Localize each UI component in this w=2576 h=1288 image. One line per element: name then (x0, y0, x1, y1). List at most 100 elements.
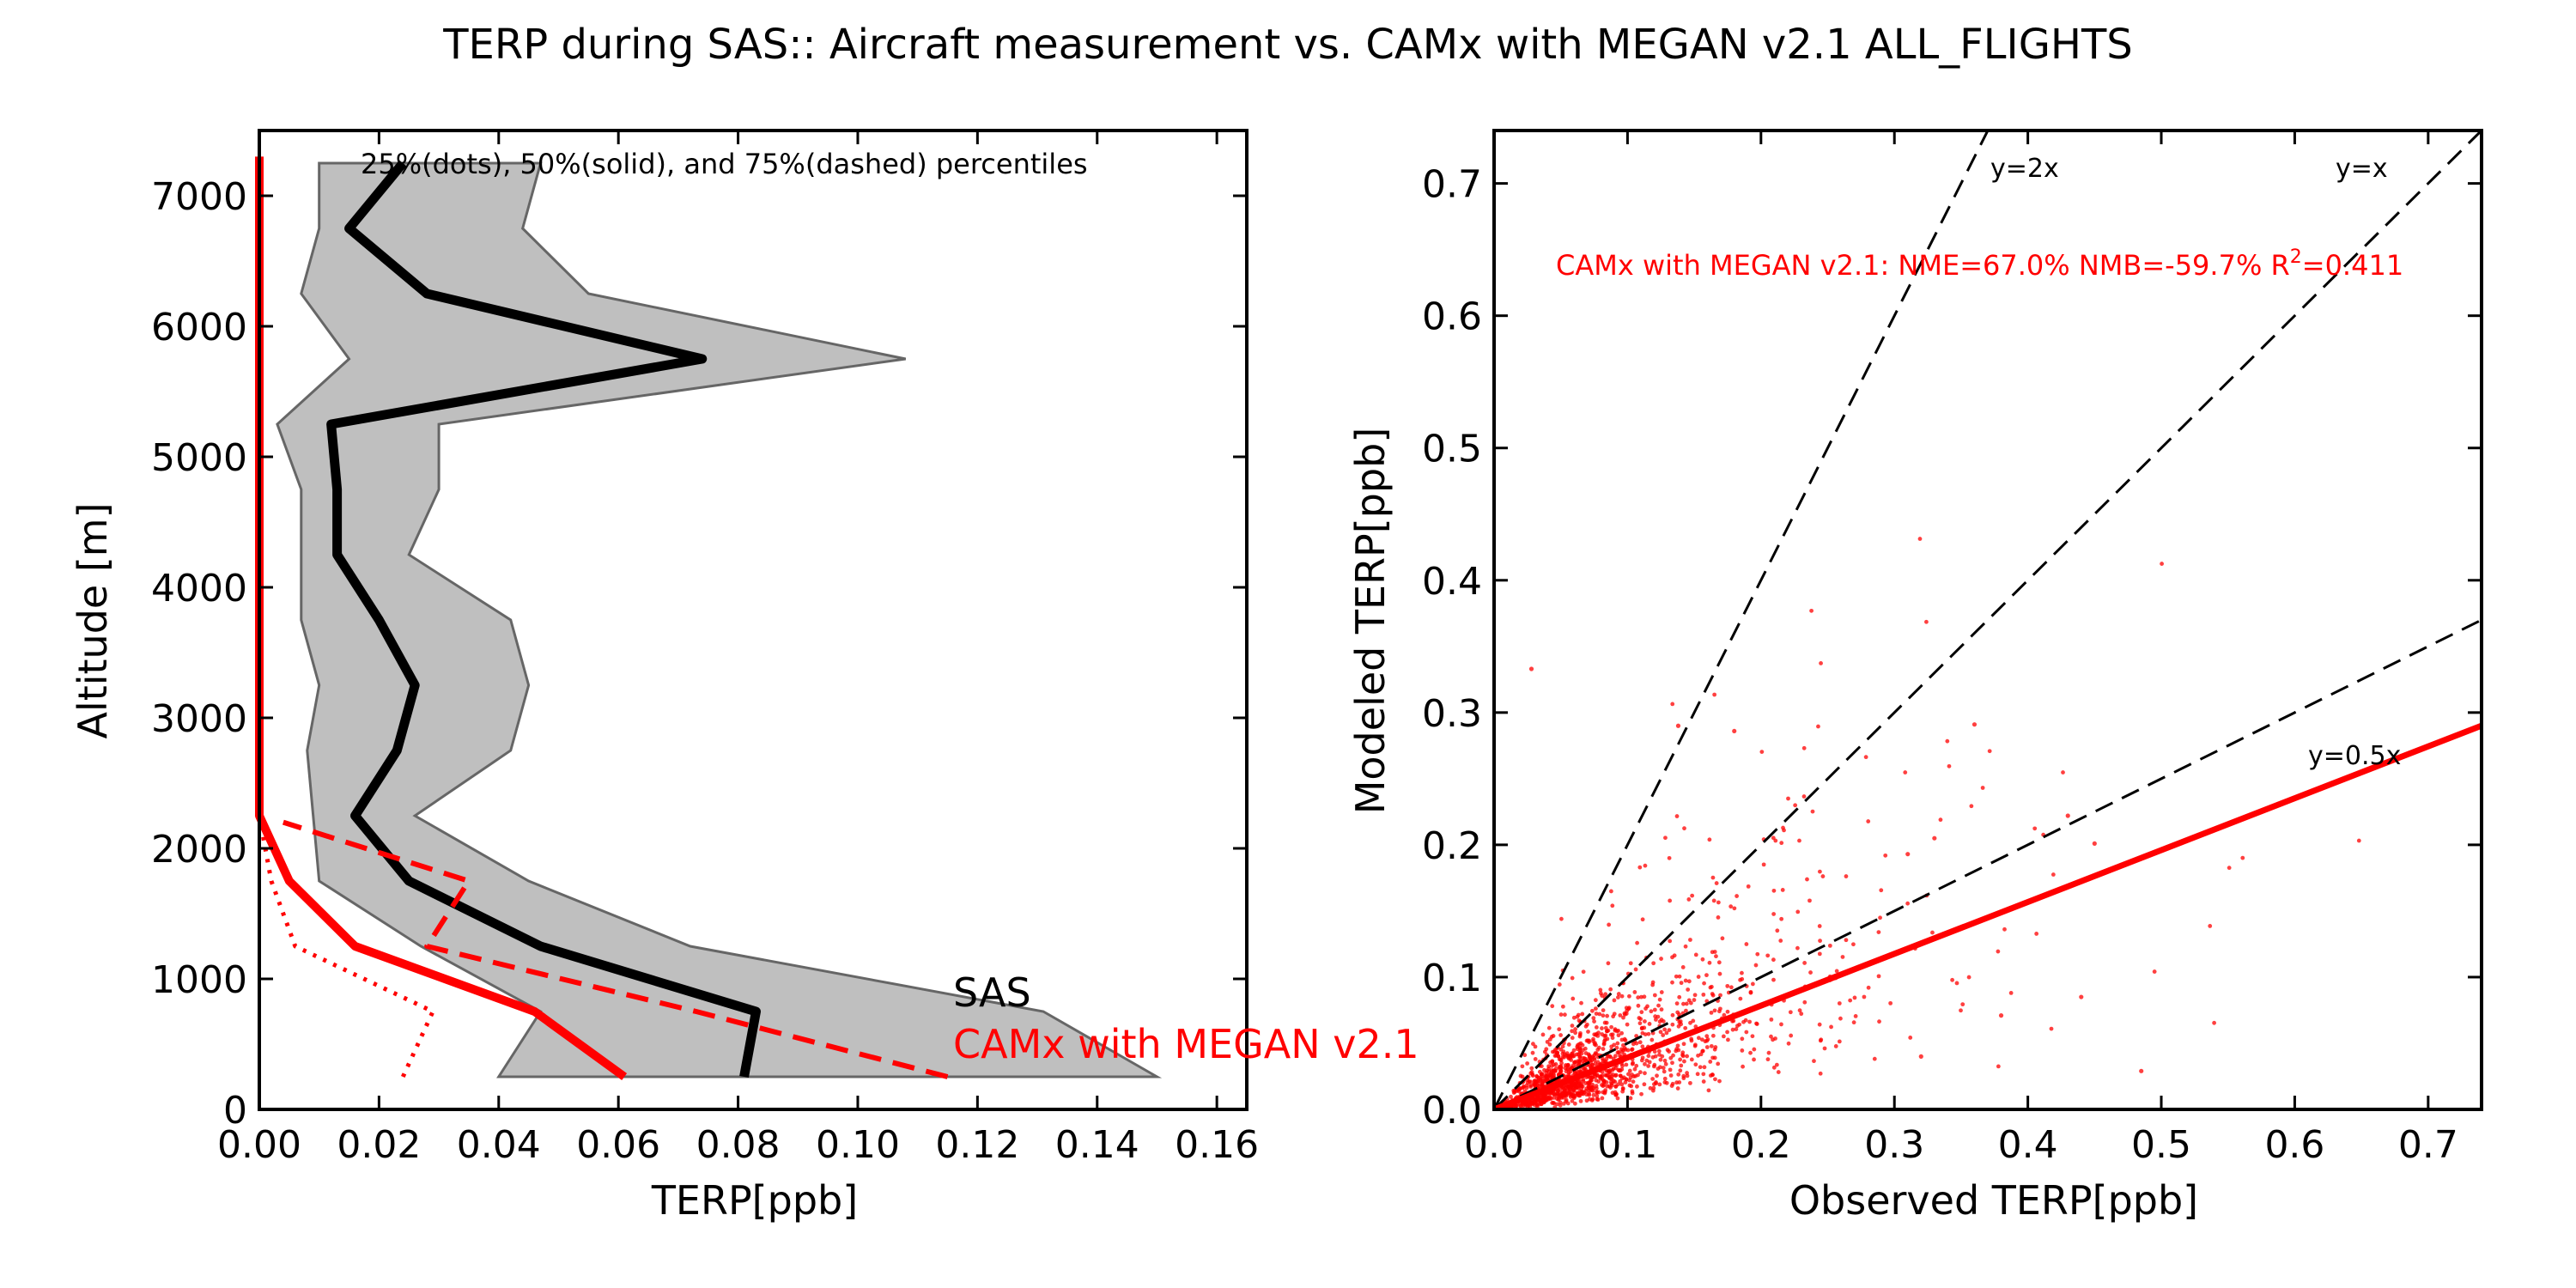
scatter-point (1683, 978, 1688, 983)
scatter-point (1546, 1075, 1550, 1079)
scatter-point (1685, 1071, 1689, 1075)
y-tick-label: 0.1 (1422, 957, 1482, 1000)
scatter-point (1653, 1054, 1658, 1059)
scatter-point (1566, 1042, 1571, 1047)
scatter-point (2065, 813, 2070, 818)
profile-x-tick-labels: 0.00 0.02 0.04 0.06 0.08 0.10 0.12 0.14 0.16 (217, 131, 1259, 1167)
scatter-point (1637, 865, 1643, 870)
scatter-point (1578, 1098, 1583, 1103)
scatter-point (1595, 1072, 1600, 1078)
scatter-point (1786, 796, 1790, 801)
scatter-point (1681, 1001, 1686, 1006)
scatter-point (1608, 1085, 1613, 1091)
scatter-point (1535, 1096, 1540, 1101)
scatter-point (1769, 1034, 1773, 1039)
scatter-point (1947, 763, 1952, 769)
scatter-point (1571, 996, 1576, 1001)
scatter-point (1594, 1078, 1599, 1083)
scatter-point (1619, 993, 1625, 999)
scatter-point (1557, 982, 1562, 987)
scatter-point (1596, 1045, 1601, 1050)
scatter-point (1779, 916, 1784, 921)
scatter-point (1636, 1003, 1641, 1008)
scatter-point (1778, 939, 1783, 943)
scatter-point (1577, 1054, 1583, 1059)
scatter-point (1564, 1066, 1570, 1072)
scatter-point (1528, 1084, 1534, 1089)
scatter-point (2079, 994, 2084, 999)
scatter-y-tick-labels: 0.0 0.1 0.2 0.3 0.4 0.5 0.6 0.7 (1422, 163, 2482, 1133)
scatter-point (1616, 1067, 1621, 1072)
scatter-point (1667, 1049, 1672, 1054)
scatter-point (1699, 1037, 1704, 1042)
scatter-point (1735, 894, 1740, 898)
scatter-point (1558, 1033, 1563, 1037)
scatter-point (1701, 1072, 1706, 1077)
model-fit-line (1494, 722, 2482, 1109)
scatter-point (1966, 975, 1971, 980)
scatter-point (1615, 995, 1620, 999)
profile-plot-area (255, 129, 1249, 1111)
scatter-point (1591, 1036, 1595, 1042)
scatter-point (1682, 826, 1686, 831)
scatter-point (1903, 770, 1908, 775)
scatter-point (1661, 1033, 1666, 1037)
scatter-point (1630, 1047, 1635, 1052)
scatter-point (1918, 1054, 1923, 1059)
scatter-point (1660, 1054, 1665, 1059)
scatter-point (1730, 1027, 1735, 1032)
scatter-x-tick-labels: 0.0 0.1 0.2 0.3 0.4 0.5 0.6 0.7 (1464, 131, 2458, 1167)
scatter-point (1615, 1096, 1620, 1101)
scatter-point (1559, 1060, 1564, 1066)
scatter-point (1643, 1006, 1648, 1011)
scatter-point (1613, 1084, 1619, 1089)
scatter-point (1744, 942, 1749, 946)
scatter-point (1563, 1012, 1567, 1018)
scatter-point (1550, 1101, 1555, 1105)
scatter-point (1576, 1079, 1581, 1084)
scatter-point (1570, 1051, 1575, 1056)
scatter-point (1779, 1022, 1783, 1027)
scatter-point (1613, 1054, 1618, 1059)
scatter-point (1610, 1032, 1615, 1037)
legend-entry-sas: SAS (953, 969, 1031, 1016)
scatter-point (1580, 1012, 1585, 1017)
scatter-point (1639, 1026, 1644, 1031)
scatter-point (1611, 1066, 1616, 1071)
scatter-point (1924, 619, 1929, 624)
scatter-point (1670, 1081, 1675, 1086)
scatter-point (1540, 1032, 1546, 1037)
scatter-point (1632, 990, 1637, 994)
scatter-point (1701, 992, 1706, 997)
scatter-point (1782, 828, 1786, 833)
scatter-point (1620, 1086, 1625, 1091)
scatter-point (1932, 835, 1937, 841)
scatter-point (1888, 1000, 1893, 1005)
scatter-point (1680, 1053, 1685, 1057)
scatter-point (1639, 1058, 1644, 1063)
scatter-point (1631, 1079, 1636, 1084)
scatter-point (1606, 1028, 1611, 1033)
scatter-point (1576, 1059, 1581, 1064)
scatter-point (1878, 915, 1882, 920)
scatter-point (1595, 1091, 1600, 1095)
scatter-point (1601, 1047, 1606, 1051)
scatter-point (1707, 960, 1712, 965)
scatter-point (1829, 1024, 1833, 1030)
x-tick-label: 0.00 (217, 1123, 301, 1167)
scatter-point (1853, 1014, 1858, 1018)
scatter-point (1771, 957, 1776, 963)
scatter-point (1551, 1068, 1556, 1072)
scatter-point (1766, 1050, 1771, 1055)
scatter-point (1675, 1043, 1680, 1048)
scatter-point (1647, 1022, 1652, 1026)
scatter-point (1689, 1057, 1694, 1062)
scatter-point (1840, 955, 1845, 959)
scatter-point (1852, 995, 1857, 1000)
scatter-point (1583, 1051, 1589, 1055)
scatter-point (1639, 1091, 1643, 1097)
scatter-point (1585, 1022, 1589, 1027)
scatter-point (1704, 973, 1709, 978)
scatter-point (1626, 1006, 1631, 1012)
scatter-point (1557, 1094, 1562, 1099)
